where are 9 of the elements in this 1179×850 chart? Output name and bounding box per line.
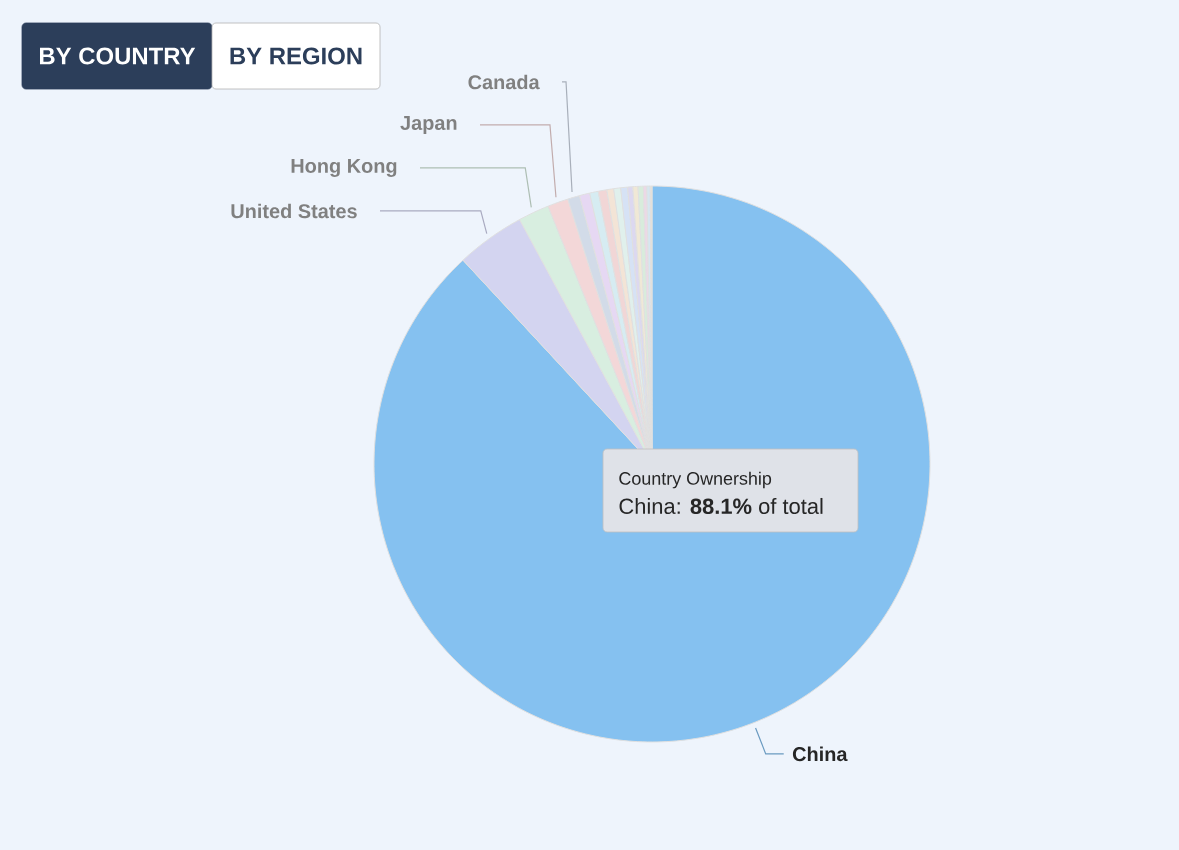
slice-label: China <box>792 746 848 762</box>
slice-label: Japan <box>400 116 457 134</box>
text: China: 88.1% of total <box>619 497 823 515</box>
slice-label: Canada <box>468 74 540 90</box>
text: BY COUNTRY <box>40 47 196 65</box>
slice-label: Hong Kong <box>291 158 397 177</box>
slice-label: United States <box>231 203 357 219</box>
text: Country Ownership <box>619 471 772 489</box>
text: BY REGION <box>230 47 362 65</box>
